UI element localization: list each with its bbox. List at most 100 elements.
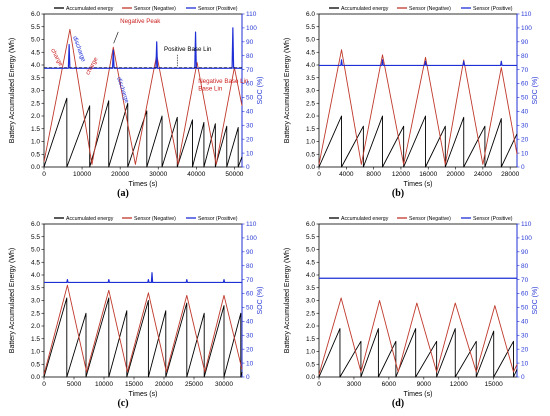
legend-entry: Sensor (Negative) <box>409 6 451 12</box>
y-right-tick-label: 80 <box>521 263 529 270</box>
y-right-tick-label: 10 <box>521 150 529 157</box>
y-right-tick-label: 20 <box>521 136 529 143</box>
x-tick-label: 20000 <box>447 171 465 178</box>
legend-entry: Sensor (Negative) <box>134 216 176 222</box>
y-right-tick-label: 70 <box>521 67 529 74</box>
y-right-tick-label: 80 <box>246 263 254 270</box>
plot-area <box>318 223 518 378</box>
y-tick-label: 0.0 <box>31 374 40 381</box>
y-tick-label: 6.0 <box>31 221 40 228</box>
y-axis-label-left: Battery Accumulated Energy (Wh) <box>9 248 16 353</box>
plot-area <box>43 223 243 378</box>
y-tick-label: 1.5 <box>306 126 315 133</box>
y-tick-label: 1.0 <box>306 349 315 356</box>
x-tick-label: 30000 <box>149 171 167 178</box>
y-right-tick-label: 0 <box>521 374 525 381</box>
x-tick-label: 0 <box>42 171 46 178</box>
y-tick-label: 4.0 <box>306 272 315 279</box>
y-tick-label: 1.5 <box>31 336 40 343</box>
panel-label: (b) <box>392 188 404 199</box>
x-tick-label: 12000 <box>450 381 468 388</box>
y-right-tick-label: 100 <box>521 25 532 32</box>
legend-entry: Sensor (Positive) <box>198 216 238 222</box>
x-tick-label: 6000 <box>382 381 397 388</box>
annotation-positive-base: Positive Base Lin <box>164 46 212 53</box>
x-tick-label: 15000 <box>485 381 503 388</box>
y-tick-label: 2.5 <box>306 310 315 317</box>
y-right-tick-label: 20 <box>521 346 529 353</box>
series-accumulated-energy <box>43 297 243 378</box>
x-tick-label: 3000 <box>347 381 362 388</box>
y-tick-label: 2.5 <box>31 310 40 317</box>
y-axis-label-right: SOC (%) <box>532 77 539 105</box>
series-sensor-negative <box>318 297 518 375</box>
y-right-tick-label: 50 <box>246 95 254 102</box>
y-tick-label: 1.5 <box>31 126 40 133</box>
x-tick-label: 50000 <box>225 171 243 178</box>
y-right-tick-label: 90 <box>521 249 529 256</box>
x-tick-label: 15000 <box>125 381 143 388</box>
series-accumulated-energy <box>318 115 518 168</box>
y-tick-label: 1.5 <box>306 336 315 343</box>
y-tick-label: 3.5 <box>306 75 315 82</box>
y-tick-label: 6.0 <box>31 11 40 18</box>
y-right-tick-label: 50 <box>521 305 529 312</box>
y-right-tick-label: 110 <box>521 11 532 18</box>
y-tick-label: 5.5 <box>306 234 315 241</box>
y-tick-label: 1.0 <box>31 139 40 146</box>
x-tick-label: 16000 <box>419 171 437 178</box>
x-axis-label: Times (s) <box>129 391 158 398</box>
y-tick-label: 2.5 <box>31 100 40 107</box>
y-tick-label: 6.0 <box>306 221 315 228</box>
y-right-tick-label: 70 <box>521 277 529 284</box>
legend-entry: Sensor (Positive) <box>198 6 238 12</box>
y-right-tick-label: 40 <box>521 109 529 116</box>
y-right-tick-label: 30 <box>521 332 529 339</box>
x-tick-label: 30000 <box>215 381 233 388</box>
y-right-tick-label: 40 <box>521 319 529 326</box>
legend-entry: Accumulated energy <box>341 6 389 12</box>
y-right-tick-label: 80 <box>246 53 254 60</box>
y-tick-label: 2.0 <box>306 113 315 120</box>
y-tick-label: 2.5 <box>306 100 315 107</box>
y-tick-label: 0.5 <box>31 361 40 368</box>
y-tick-label: 0.0 <box>306 374 315 381</box>
y-right-tick-label: 0 <box>246 374 250 381</box>
y-right-tick-label: 10 <box>246 360 254 367</box>
plot-area <box>43 13 243 168</box>
x-tick-label: 24000 <box>474 171 492 178</box>
y-tick-label: 4.5 <box>306 49 315 56</box>
y-tick-label: 3.5 <box>306 285 315 292</box>
y-right-tick-label: 90 <box>521 39 529 46</box>
y-right-tick-label: 60 <box>246 291 254 298</box>
x-tick-label: 9000 <box>417 381 432 388</box>
y-right-tick-label: 10 <box>521 360 529 367</box>
y-tick-label: 6.0 <box>306 11 315 18</box>
x-tick-label: 0 <box>42 381 46 388</box>
y-tick-label: 2.0 <box>306 323 315 330</box>
y-tick-label: 5.5 <box>31 234 40 241</box>
y-right-tick-label: 0 <box>246 164 250 171</box>
y-tick-label: 3.0 <box>306 298 315 305</box>
y-right-tick-label: 100 <box>246 235 257 242</box>
x-tick-label: 0 <box>317 171 321 178</box>
y-tick-label: 0.0 <box>306 164 315 171</box>
y-right-tick-label: 20 <box>246 136 254 143</box>
x-tick-label: 0 <box>317 381 321 388</box>
x-tick-label: 10000 <box>95 381 113 388</box>
y-tick-label: 2.0 <box>31 323 40 330</box>
y-axis-label-right: SOC (%) <box>257 287 264 315</box>
y-axis-label-left: Battery Accumulated Energy (Wh) <box>284 38 291 143</box>
legend-entry: Accumulated energy <box>66 6 114 12</box>
y-tick-label: 4.0 <box>31 62 40 69</box>
y-tick-label: 5.5 <box>31 24 40 31</box>
annotation-negative-base: Negative Base Lin <box>198 78 249 85</box>
series-sensor-positive <box>44 27 242 69</box>
y-right-tick-label: 110 <box>521 221 532 228</box>
series-sensor-positive <box>44 272 242 284</box>
plot-area <box>318 13 518 168</box>
y-right-tick-label: 60 <box>521 291 529 298</box>
y-right-tick-label: 0 <box>521 164 525 171</box>
y-tick-label: 0.5 <box>306 151 315 158</box>
